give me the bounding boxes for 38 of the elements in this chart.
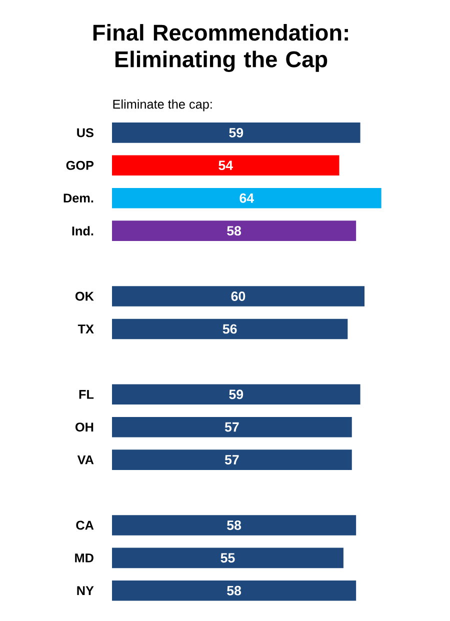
data-label: 64 bbox=[240, 193, 254, 203]
bar bbox=[112, 220, 356, 241]
data-label: 55 bbox=[220, 553, 235, 563]
bar bbox=[112, 286, 364, 306]
chart-subtitle: Eliminate the cap: bbox=[113, 99, 212, 112]
bar bbox=[112, 155, 340, 176]
data-label: 54 bbox=[218, 160, 233, 170]
data-label: 59 bbox=[229, 390, 244, 400]
bar bbox=[112, 122, 360, 143]
bar bbox=[112, 188, 382, 208]
y-tick-label: CA bbox=[76, 520, 94, 530]
data-label: 57 bbox=[224, 422, 239, 432]
data-label: 56 bbox=[222, 324, 237, 334]
bar bbox=[112, 318, 348, 340]
bar bbox=[112, 416, 352, 438]
y-tick-label: TX bbox=[78, 324, 94, 334]
y-tick-label: MD bbox=[75, 554, 94, 562]
data-label: 59 bbox=[229, 128, 244, 138]
bar bbox=[112, 450, 352, 470]
y-tick-label: NY bbox=[77, 586, 94, 596]
y-tick-label: GOP bbox=[66, 160, 94, 170]
y-tick-label: OK bbox=[75, 292, 94, 301]
bar bbox=[112, 580, 356, 601]
chart-title: Final Recommendation: Eliminating the Cap bbox=[93, 24, 348, 72]
data-label: 58 bbox=[227, 520, 242, 530]
data-label: 58 bbox=[227, 586, 242, 596]
data-label: 58 bbox=[227, 226, 242, 236]
y-tick-label: Dem. bbox=[64, 194, 94, 203]
data-label: 57 bbox=[224, 455, 239, 464]
bar bbox=[112, 548, 344, 568]
y-tick-label: FL bbox=[79, 390, 94, 399]
bar bbox=[112, 515, 356, 536]
y-tick-label: VA bbox=[77, 455, 94, 464]
y-tick-label: OH bbox=[75, 422, 94, 432]
data-label: 60 bbox=[231, 292, 246, 301]
y-tick-label: US bbox=[77, 128, 94, 138]
bar bbox=[112, 384, 360, 405]
y-tick-label: Ind. bbox=[72, 226, 94, 236]
